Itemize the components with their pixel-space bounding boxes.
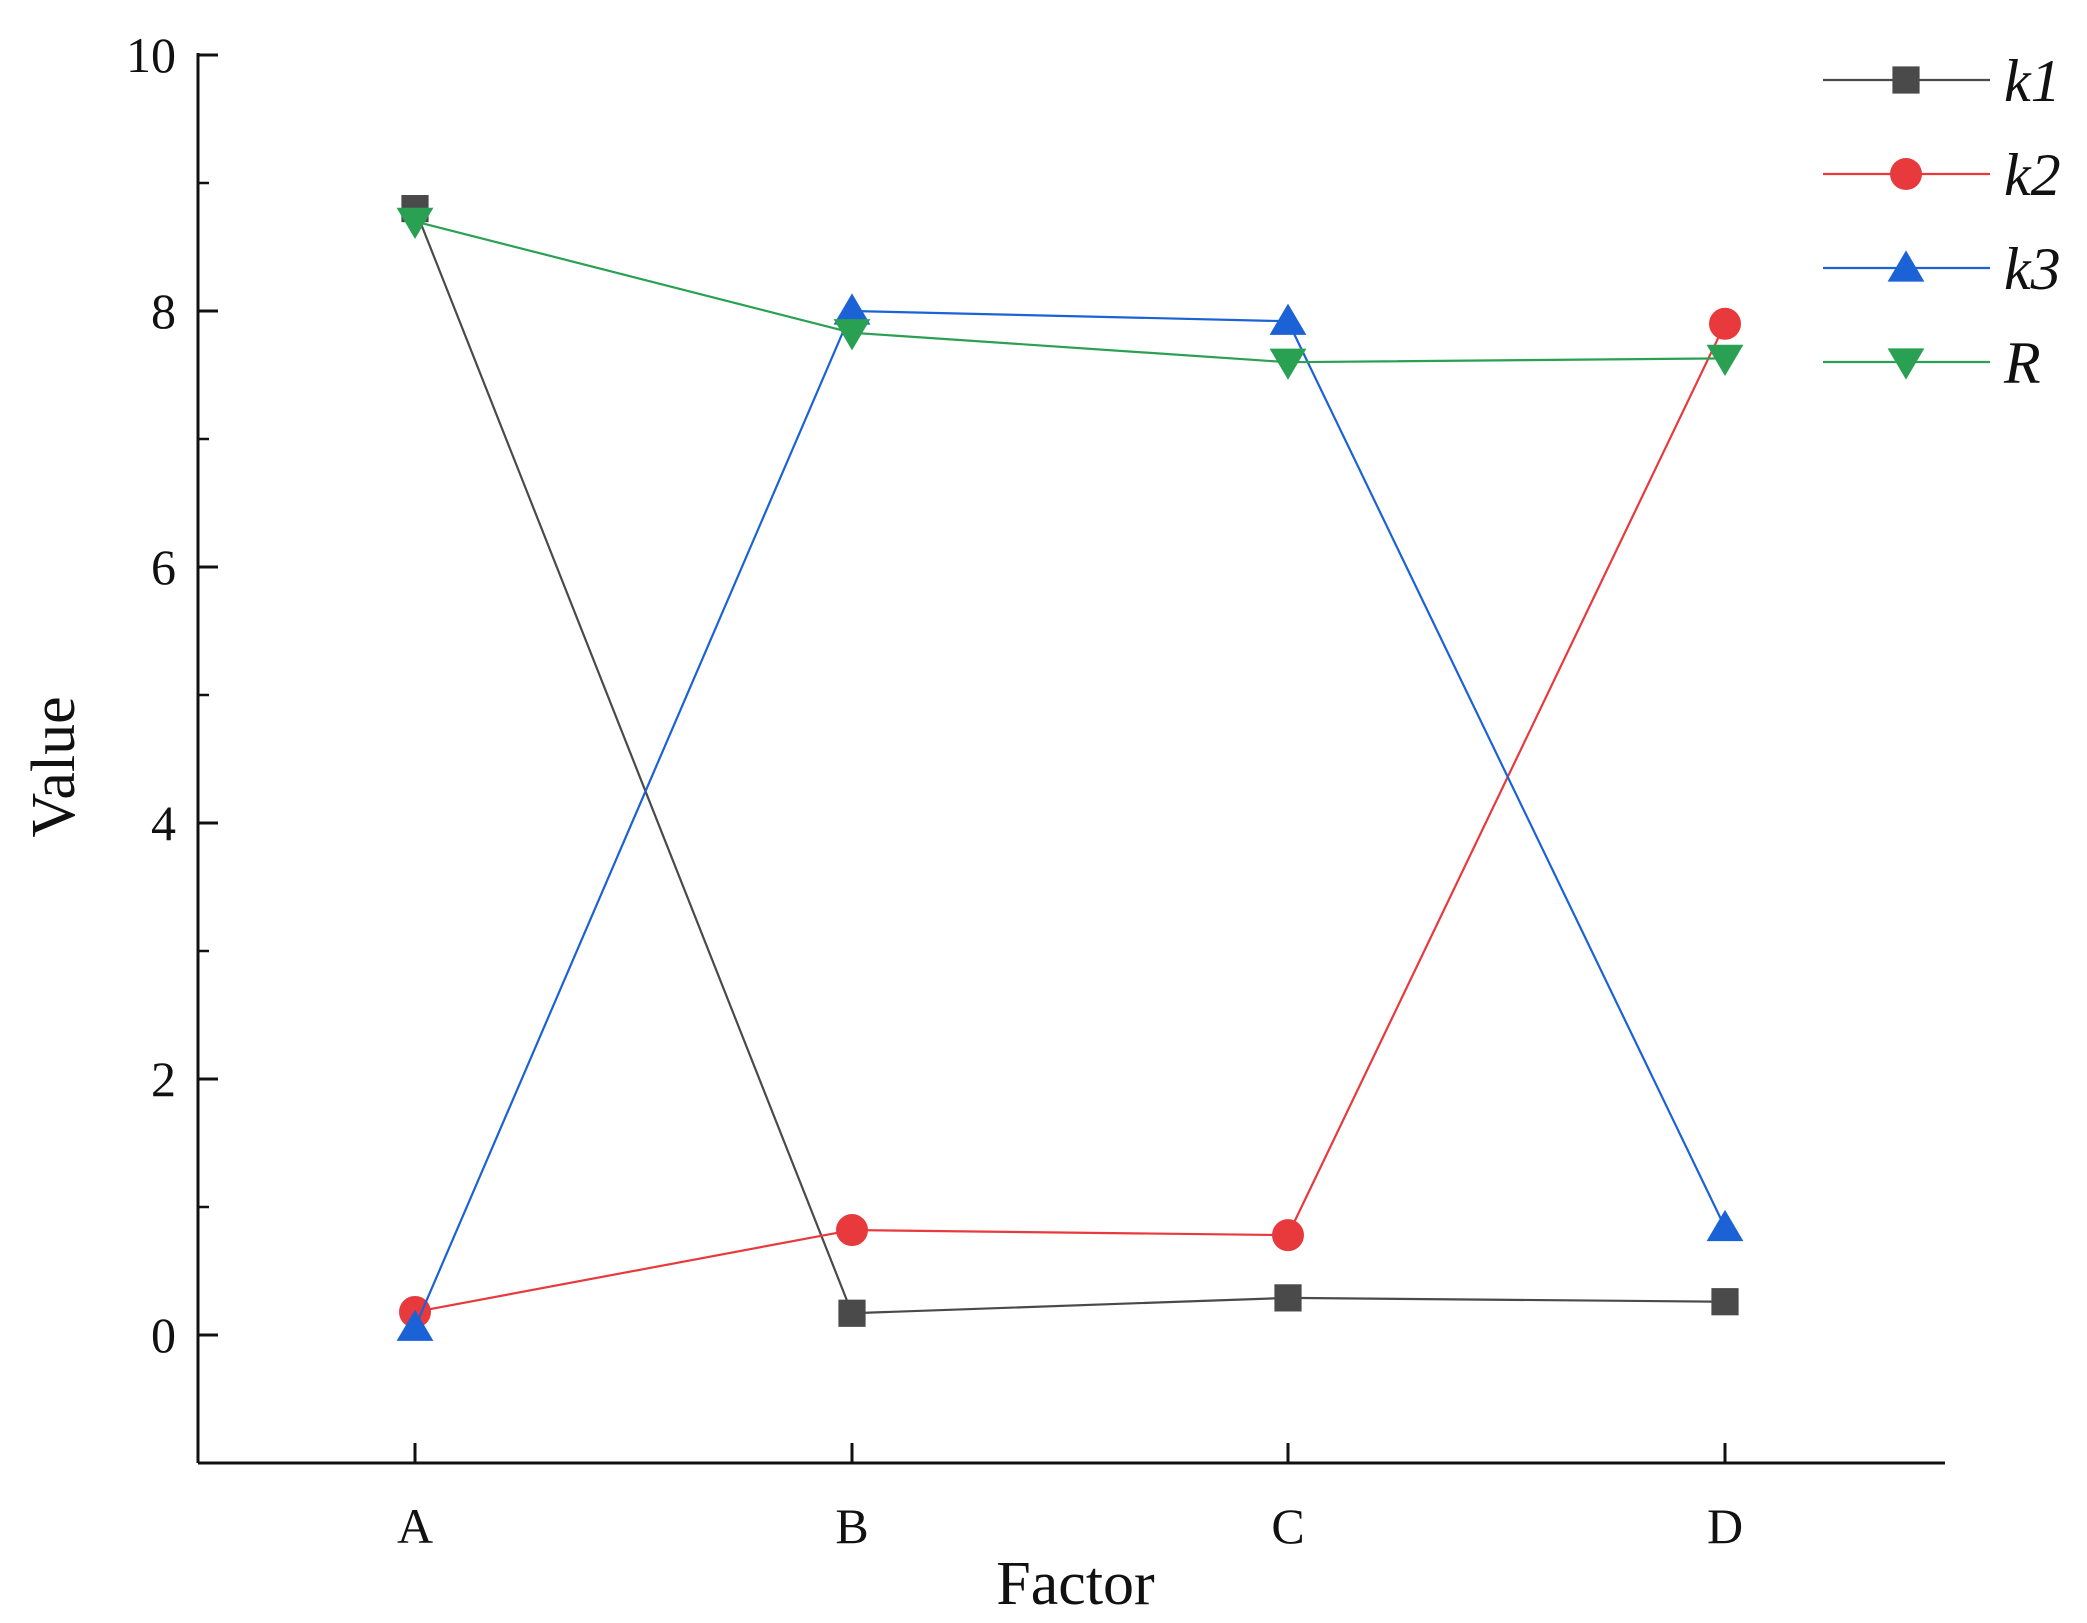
data-point-R [1706, 344, 1744, 376]
x-tick-label: D [1707, 1498, 1743, 1554]
y-tick-label: 6 [151, 539, 176, 595]
series-line-k3 [413, 309, 1726, 1328]
legend-item-k1: k1 [1823, 48, 2061, 114]
legend: k1 k2 k3 R [1823, 48, 2061, 396]
legend-marker-k3 [1887, 250, 1925, 282]
data-point-k2 [1709, 307, 1741, 340]
series-k1 [401, 195, 1739, 1327]
data-point-R [1269, 348, 1307, 380]
legend-label: k1 [2004, 48, 2061, 114]
y-axis-title: Value [20, 696, 88, 837]
series-R [396, 207, 1744, 380]
y-tick-label: 4 [151, 795, 176, 851]
data-point-k2 [836, 1214, 868, 1247]
legend-label: R [2003, 330, 2041, 396]
x-axis-title: Factor [996, 1550, 1155, 1618]
chart-axes: 0 2 4 6 8 10 A B C D [126, 27, 1945, 1554]
data-point-k1 [1711, 1288, 1739, 1316]
data-point-R [396, 207, 434, 239]
data-point-k2 [1272, 1219, 1304, 1252]
data-point-k1 [1274, 1284, 1302, 1312]
data-point-k3 [833, 293, 871, 325]
legend-marker-k1 [1892, 66, 1920, 94]
legend-marker-k2 [1890, 158, 1922, 190]
x-tick-label: C [1271, 1498, 1304, 1554]
y-tick-label: 8 [151, 283, 176, 339]
data-point-k1 [838, 1299, 866, 1327]
x-tick-label: A [397, 1498, 433, 1554]
data-point-k3 [1706, 1209, 1744, 1242]
y-tick-label: 10 [126, 27, 176, 83]
plot-area [396, 195, 1744, 1341]
series-k3 [396, 293, 1744, 1341]
y-tick-label: 2 [151, 1051, 176, 1107]
legend-marker-R [1887, 348, 1925, 380]
series-line-k2 [414, 323, 1726, 1314]
legend-item-k3: k3 [1823, 236, 2061, 302]
data-point-k3 [1269, 303, 1307, 335]
y-tick-label: 0 [151, 1307, 176, 1363]
series-line-k1 [413, 208, 1726, 1315]
legend-label: k2 [2004, 142, 2061, 208]
legend-label: k3 [2004, 236, 2061, 302]
series-line-R [414, 220, 1726, 364]
data-point-R [833, 319, 871, 351]
legend-item-R: R [1823, 330, 2041, 396]
legend-item-k2: k2 [1823, 142, 2061, 208]
x-tick-label: B [835, 1498, 868, 1554]
series-k2 [399, 307, 1741, 1328]
data-point-k3 [396, 1309, 434, 1341]
